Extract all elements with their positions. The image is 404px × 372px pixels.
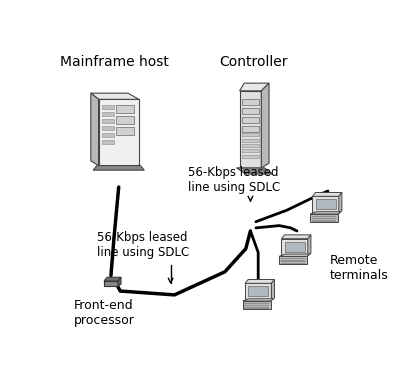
Polygon shape [242, 133, 259, 136]
Polygon shape [244, 307, 269, 309]
Text: Remote
terminals: Remote terminals [330, 254, 388, 282]
Polygon shape [245, 283, 271, 299]
Polygon shape [242, 150, 259, 153]
Polygon shape [102, 112, 114, 116]
Text: Front-end
processor: Front-end processor [74, 299, 135, 327]
Polygon shape [312, 196, 339, 212]
Polygon shape [102, 126, 114, 130]
Polygon shape [104, 277, 121, 281]
Polygon shape [242, 99, 259, 105]
Polygon shape [116, 106, 134, 113]
Polygon shape [282, 235, 311, 239]
Polygon shape [339, 192, 342, 212]
Polygon shape [240, 91, 261, 168]
Polygon shape [99, 99, 139, 166]
Polygon shape [312, 192, 342, 196]
Polygon shape [261, 83, 269, 168]
Polygon shape [271, 279, 274, 299]
Polygon shape [242, 117, 259, 123]
Polygon shape [281, 263, 305, 264]
Polygon shape [93, 166, 144, 170]
Polygon shape [91, 93, 139, 99]
Polygon shape [242, 139, 259, 142]
Polygon shape [311, 216, 337, 217]
Text: 56-Kbps leased
line using SDLC: 56-Kbps leased line using SDLC [97, 231, 189, 283]
Polygon shape [310, 214, 338, 222]
Polygon shape [116, 127, 134, 135]
Polygon shape [236, 168, 272, 174]
Polygon shape [245, 279, 274, 283]
Text: Mainframe host: Mainframe host [60, 55, 169, 70]
Polygon shape [244, 305, 269, 307]
Polygon shape [242, 126, 259, 132]
Polygon shape [242, 108, 259, 114]
Polygon shape [244, 302, 269, 304]
Text: 56-Kbps leased
line using SDLC: 56-Kbps leased line using SDLC [188, 166, 281, 201]
Polygon shape [240, 83, 269, 91]
Polygon shape [242, 144, 259, 147]
Polygon shape [243, 301, 271, 309]
Polygon shape [102, 140, 114, 144]
Text: Controller: Controller [219, 55, 288, 70]
Polygon shape [281, 258, 305, 260]
Polygon shape [243, 299, 274, 301]
Polygon shape [102, 133, 114, 137]
Polygon shape [279, 256, 307, 264]
Polygon shape [282, 239, 308, 255]
Polygon shape [311, 218, 337, 219]
Polygon shape [308, 235, 311, 255]
Polygon shape [102, 119, 114, 123]
Polygon shape [242, 155, 259, 158]
Polygon shape [248, 286, 268, 296]
Polygon shape [311, 220, 337, 222]
Polygon shape [102, 106, 114, 109]
Polygon shape [310, 212, 341, 214]
Polygon shape [279, 254, 310, 256]
Polygon shape [316, 199, 336, 209]
Polygon shape [104, 281, 118, 286]
Polygon shape [91, 93, 99, 166]
Polygon shape [118, 277, 121, 286]
Polygon shape [281, 260, 305, 262]
Polygon shape [116, 116, 134, 124]
Polygon shape [284, 242, 305, 252]
